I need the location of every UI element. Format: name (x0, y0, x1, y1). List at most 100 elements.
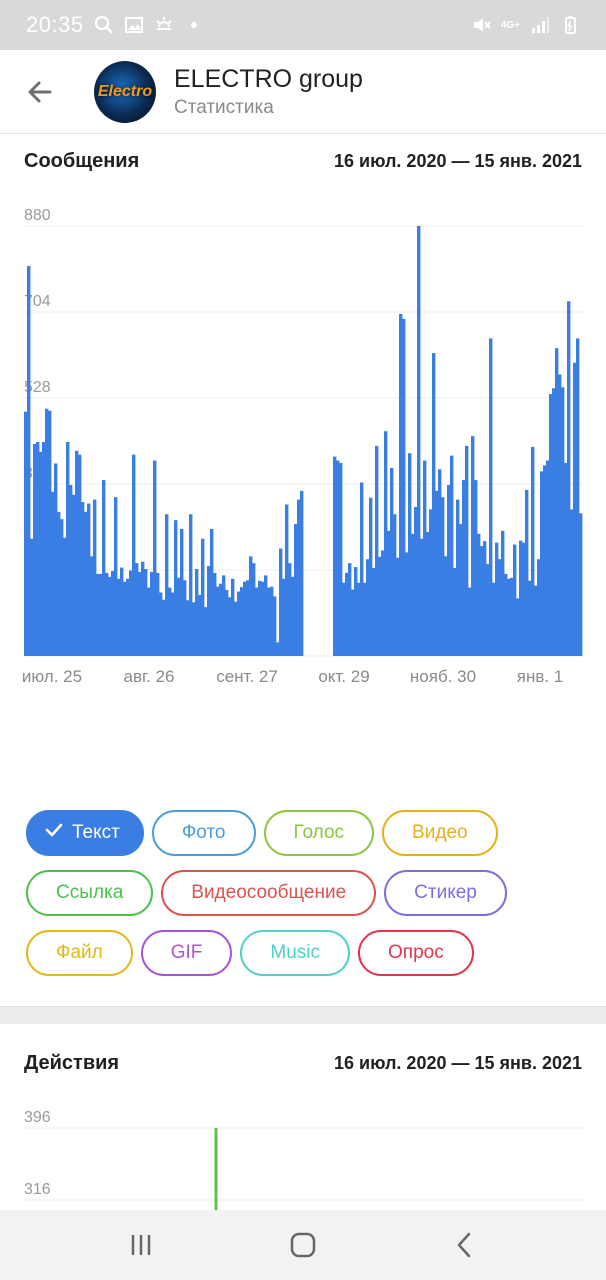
bar (147, 587, 151, 656)
chip-label: Music (270, 942, 321, 963)
back-nav-button[interactable] (435, 1215, 495, 1275)
bar (135, 563, 139, 656)
bar (204, 607, 208, 656)
bar (63, 537, 67, 656)
bar (384, 431, 388, 656)
bar (93, 499, 97, 656)
bar (348, 563, 352, 656)
bar (51, 491, 55, 656)
bar (528, 580, 532, 656)
chip-видеосообщение[interactable]: Видеосообщение (161, 870, 377, 916)
bar (537, 559, 541, 656)
chip-gif[interactable]: GIF (140, 930, 233, 976)
y-tick-label: 704 (24, 293, 51, 310)
network-type-label: 4G+ (500, 19, 520, 31)
bar (237, 591, 241, 656)
arrow-back-icon (28, 81, 52, 102)
bar (423, 460, 427, 656)
bar (387, 530, 391, 656)
bar (33, 443, 37, 656)
bar (363, 582, 367, 656)
bar (417, 226, 421, 656)
status-bar: 20:35 4G+ (0, 0, 606, 50)
bar (369, 497, 373, 656)
bar (426, 531, 430, 656)
bar (342, 582, 346, 656)
chip-текст[interactable]: Текст (26, 810, 144, 856)
bar (450, 455, 454, 656)
actions-chart[interactable]: 396 316 (0, 1024, 606, 1210)
bar (207, 566, 211, 656)
bar (345, 572, 349, 656)
bar (432, 353, 436, 656)
chip-стикер[interactable]: Стикер (384, 870, 507, 916)
chip-фото[interactable]: Фото (151, 810, 256, 856)
bar (438, 469, 442, 656)
bar (543, 465, 547, 656)
chip-опрос[interactable]: Опрос (358, 930, 474, 976)
bar (258, 580, 262, 656)
bar (138, 571, 142, 656)
chip-label: GIF (170, 942, 203, 963)
home-button[interactable] (273, 1215, 333, 1275)
bar (156, 572, 160, 656)
recent-apps-button[interactable] (111, 1215, 171, 1275)
bar (561, 387, 565, 656)
bar (240, 587, 244, 656)
bar (69, 484, 73, 656)
bar (558, 374, 562, 656)
bar (483, 541, 487, 656)
bar (498, 559, 502, 656)
bar (90, 556, 94, 656)
bar (60, 519, 64, 656)
bar (57, 511, 61, 656)
recent-apps-icon (131, 1235, 151, 1255)
bar (555, 348, 559, 656)
bar (222, 575, 226, 656)
chip-голос[interactable]: Голос (263, 810, 375, 856)
search-icon (94, 15, 113, 34)
bar (531, 446, 535, 656)
bar (420, 538, 424, 656)
bar (228, 597, 232, 656)
chip-label: Ссылка (56, 882, 124, 903)
chip-label: Видеосообщение (191, 882, 347, 903)
back-button[interactable] (0, 50, 80, 134)
bar (468, 587, 472, 656)
bar (102, 480, 106, 656)
x-tick-label: июл. 25 (22, 667, 82, 686)
bar (525, 489, 529, 656)
bar (522, 542, 526, 656)
dot-icon (190, 22, 197, 28)
messages-date-range[interactable]: 16 июл. 2020 — 15 янв. 2021 (333, 151, 582, 171)
chevron-left-icon (457, 1232, 471, 1258)
home-icon (290, 1232, 316, 1258)
bar (75, 450, 79, 656)
chip-файл[interactable]: Файл (26, 930, 133, 976)
bar (177, 577, 181, 656)
bar (246, 580, 250, 656)
bar (456, 499, 460, 656)
bar (249, 556, 253, 656)
chip-ссылка[interactable]: Ссылка (26, 870, 154, 916)
battery-icon (565, 16, 576, 34)
chip-row: Ссылка Видеосообщение Стикер (26, 870, 586, 916)
bar (408, 453, 412, 656)
chip-music[interactable]: Music (240, 930, 351, 976)
bar (105, 572, 109, 656)
bar (573, 362, 577, 656)
bar (192, 602, 196, 656)
bar (96, 573, 100, 656)
bar (279, 548, 283, 656)
bar (372, 568, 376, 656)
chip-видео[interactable]: Видео (382, 810, 498, 856)
bar (153, 460, 157, 656)
y-tick-label: 316 (24, 1181, 51, 1198)
group-avatar[interactable]: Electro (94, 60, 156, 123)
chip-label: Фото (181, 822, 226, 843)
bar (411, 533, 415, 656)
bar (288, 563, 292, 656)
x-tick-label: янв. 1 (517, 667, 564, 686)
actions-date-range[interactable]: 16 июл. 2020 — 15 янв. 2021 (333, 1053, 582, 1073)
